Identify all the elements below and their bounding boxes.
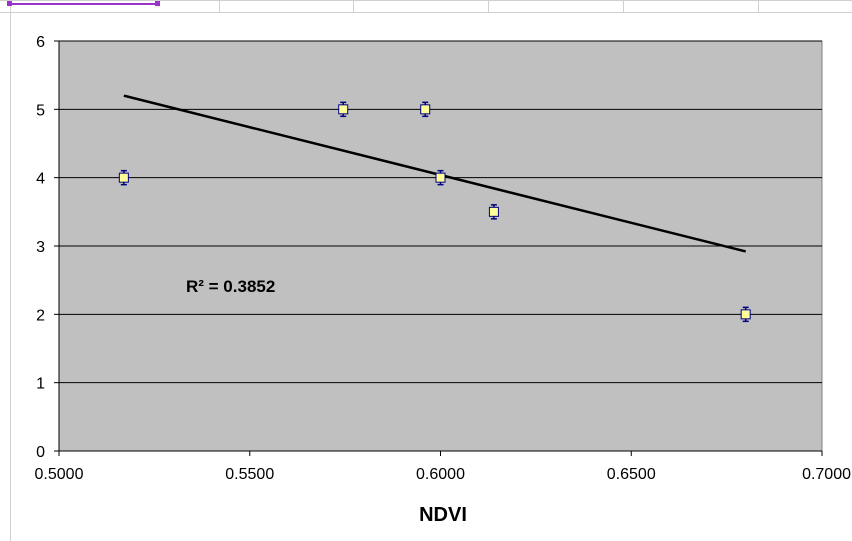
point-marker bbox=[435, 172, 446, 183]
axes bbox=[54, 40, 823, 456]
x-axis-title: NDVI bbox=[419, 504, 467, 526]
y-tick-label: 2 bbox=[36, 307, 45, 324]
selection-handle-left[interactable] bbox=[7, 1, 12, 6]
x-tick-label: 0.6000 bbox=[416, 466, 465, 483]
r-squared-annotation: R² = 0.3852 bbox=[186, 277, 275, 296]
data-point[interactable] bbox=[740, 306, 751, 323]
point-marker bbox=[488, 206, 499, 217]
selection-handle-right[interactable] bbox=[155, 1, 160, 6]
data-point[interactable] bbox=[338, 101, 349, 118]
data-point[interactable] bbox=[118, 169, 129, 186]
point-marker bbox=[740, 309, 751, 320]
y-tick-label: 3 bbox=[36, 239, 45, 256]
x-tick-label: 0.6500 bbox=[607, 466, 656, 483]
point-marker bbox=[420, 104, 431, 115]
data-point[interactable] bbox=[420, 101, 431, 118]
x-tick-label: 0.5500 bbox=[225, 466, 274, 483]
y-tick-label: 1 bbox=[36, 376, 45, 393]
data-points[interactable] bbox=[118, 101, 751, 323]
y-tick-label: 6 bbox=[36, 34, 45, 51]
data-point[interactable] bbox=[488, 204, 499, 220]
y-tick-labels: 0 1 2 3 4 5 6 bbox=[36, 34, 45, 461]
y-tick-label: 5 bbox=[36, 102, 45, 119]
x-tick-label: 0.5000 bbox=[35, 466, 84, 483]
data-point[interactable] bbox=[435, 169, 446, 186]
point-marker bbox=[118, 172, 129, 183]
point-marker bbox=[338, 104, 349, 115]
y-tick-label: 0 bbox=[36, 444, 45, 461]
trendline[interactable] bbox=[123, 94, 747, 253]
y-tick-label: 4 bbox=[36, 171, 45, 188]
x-tick-labels: 0.5000 0.5500 0.6000 0.6500 0.7000 bbox=[35, 466, 852, 483]
x-tick-label: 0.7000 bbox=[802, 466, 851, 483]
